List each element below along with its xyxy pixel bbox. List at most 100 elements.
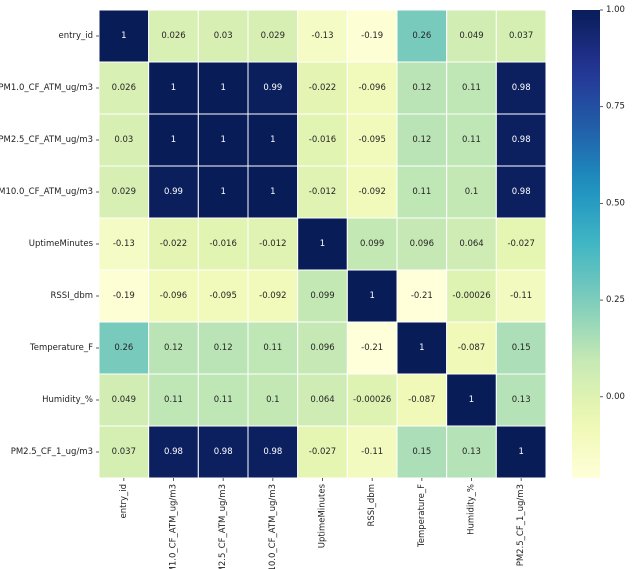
heatmap-cell-r5-c1: [148, 269, 199, 323]
cell-annotation-r8-c1: 0.98: [164, 447, 183, 457]
cell-annotation-r1-c8: 0.98: [512, 83, 531, 93]
heatmap-cell-r6-c0: [98, 321, 150, 375]
heatmap-cell-r4-c5: [346, 217, 398, 271]
heatmap-cell-r0-c7: [446, 9, 497, 63]
heatmap-cell-r2-c3: [247, 113, 299, 167]
heatmap-cell-r1-c6: [396, 61, 448, 115]
cell-annotation-r1-c0: 0.026: [112, 83, 136, 93]
heatmap-cell-r8-c1: [148, 425, 199, 479]
heatmap-cell-r5-c0: [98, 269, 150, 323]
x-tick-label-humidity: Humidity_%: [467, 484, 477, 535]
heatmap-cell-r2-c4: [297, 113, 348, 167]
cell-annotation-r3-c4: -0.012: [309, 187, 336, 197]
cell-annotation-r7-c3: 0.1: [266, 395, 280, 405]
heatmap-cell-r2-c0: [98, 113, 150, 167]
cell-annotation-r8-c7: 0.13: [462, 447, 481, 457]
cell-annotation-r6-c0: 0.26: [114, 343, 133, 353]
cell-annotation-r4-c0: -0.13: [113, 239, 135, 249]
cell-annotation-r8-c5: -0.11: [361, 447, 383, 457]
cell-annotation-r0-c5: -0.19: [361, 31, 383, 41]
cell-annotation-r4-c4: 1: [320, 239, 325, 249]
cell-annotation-r2-c6: 0.12: [412, 135, 431, 145]
heatmap-cell-r2-c1: [148, 113, 199, 167]
heatmap-cell-r4-c6: [396, 217, 448, 271]
colorbar-tick-label-3: 0.25: [606, 295, 625, 305]
cell-annotation-r6-c4: 0.096: [310, 343, 334, 353]
cell-annotation-r1-c4: -0.022: [309, 83, 336, 93]
colorbar: 1.00 0.75 0.50 0.25 0.00: [572, 5, 625, 478]
cell-annotation-r0-c7: 0.049: [459, 31, 483, 41]
heatmap-cell-r1-c7: [446, 61, 497, 115]
heatmap-cells: 1 0.026 0.03 0.029 -0.13 -0.19 0.26 0.049 0.037 0…: [98, 9, 547, 479]
heatmap-cell-r5-c3: [247, 269, 299, 323]
heatmap-cell-r7-c4: [297, 373, 348, 427]
heatmap-cell-r8-c2: [197, 425, 249, 479]
cell-annotation-r1-c5: -0.096: [358, 83, 385, 93]
heatmap-cell-r6-c1: [148, 321, 199, 375]
cell-annotation-r0-c0: 1: [121, 31, 126, 41]
heatmap-cell-r1-c8: [495, 61, 547, 115]
x-tick-label-pm2-5-cf-atm-ug-m3: PM2.5_CF_ATM_ug/m3: [218, 484, 228, 569]
y-tick-label-pm1-0-cf-atm-ug-m3: PM1.0_CF_ATM_ug/m3: [0, 83, 93, 93]
x-tick-label-rssi-dbm: RSSI_dbm: [367, 484, 377, 527]
cell-annotation-r4-c2: -0.016: [209, 239, 236, 249]
cell-annotation-r0-c1: 0.026: [161, 31, 185, 41]
heatmap-cell-r5-c7: [446, 269, 497, 323]
cell-annotation-r2-c4: -0.016: [309, 135, 336, 145]
cell-annotation-r5-c6: -0.21: [411, 291, 433, 301]
heatmap-cell-r4-c0: [98, 217, 150, 271]
heatmap-cell-r1-c0: [98, 61, 150, 115]
heatmap-cell-r8-c3: [247, 425, 299, 479]
heatmap-cell-r1-c2: [197, 61, 249, 115]
cell-annotation-r2-c3: 1: [270, 135, 275, 145]
cell-annotation-r5-c2: -0.095: [209, 291, 236, 301]
cell-annotation-r1-c6: 0.12: [412, 83, 431, 93]
heatmap-cell-r3-c0: [98, 165, 150, 219]
cell-annotation-r7-c5: -0.00026: [353, 395, 391, 405]
y-tick-label-entry-id: entry_id: [59, 31, 93, 41]
heatmap-cell-r8-c0: [98, 425, 150, 479]
cell-annotation-r5-c0: -0.19: [113, 291, 135, 301]
y-tick-label-pm2-5-cf-1-ug-m3: PM2.5_CF_1_ug/m3: [11, 447, 93, 457]
y-tick-labels: entry_id PM1.0_CF_ATM_ug/m3 PM2.5_CF_ATM_u…: [0, 31, 99, 457]
heatmap-cell-r4-c2: [197, 217, 249, 271]
y-tick-label-humidity: Humidity_%: [42, 395, 93, 405]
y-tick-label-pm2-5-cf-atm-ug-m3: PM2.5_CF_ATM_ug/m3: [0, 135, 93, 145]
cell-annotation-r6-c6: 1: [419, 343, 424, 353]
cell-annotation-r2-c0: 0.03: [114, 135, 133, 145]
heatmap-cell-r7-c5: [346, 373, 398, 427]
cell-annotation-r7-c8: 0.13: [512, 395, 531, 405]
cell-annotation-r1-c1: 1: [171, 83, 176, 93]
cell-annotation-r3-c1: 0.99: [164, 187, 183, 197]
y-tick-label-pm10-0-cf-atm-ug-m3: PM10.0_CF_ATM_ug/m3: [0, 187, 93, 197]
x-tick-label-pm2-5-cf-1-ug-m3: PM2.5_CF_1_ug/m3: [516, 484, 526, 566]
heatmap-cell-r7-c6: [396, 373, 448, 427]
cell-annotation-r4-c1: -0.022: [160, 239, 187, 249]
heatmap-cell-r0-c1: [148, 9, 199, 63]
cell-annotation-r4-c5: 0.099: [360, 239, 384, 249]
y-tick-label-temperature-f: Temperature_F: [29, 343, 93, 353]
heatmap-cell-r5-c4: [297, 269, 348, 323]
colorbar-tick-label-0: 1.00: [606, 5, 625, 15]
cell-annotation-r5-c1: -0.096: [160, 291, 187, 301]
cell-annotation-r8-c6: 0.15: [412, 447, 431, 457]
heatmap-cell-r8-c6: [396, 425, 448, 479]
cell-annotation-r3-c7: 0.1: [465, 187, 479, 197]
cell-annotation-r1-c2: 1: [220, 83, 225, 93]
cell-annotation-r5-c4: 0.099: [310, 291, 334, 301]
heatmap-cell-r3-c1: [148, 165, 199, 219]
cell-annotation-r3-c3: 1: [270, 187, 275, 197]
cell-annotation-r4-c7: 0.064: [459, 239, 483, 249]
cell-annotation-r2-c5: -0.095: [358, 135, 385, 145]
colorbar-tick-label-2: 0.50: [606, 198, 625, 208]
heatmap-cell-r2-c8: [495, 113, 547, 167]
cell-annotation-r1-c3: 0.99: [263, 83, 282, 93]
cell-annotation-r7-c4: 0.064: [310, 395, 334, 405]
cell-annotation-r0-c3: 0.029: [261, 31, 285, 41]
x-tick-label-temperature-f: Temperature_F: [417, 484, 427, 548]
cell-annotation-r7-c7: 1: [469, 395, 474, 405]
heatmap-cell-r8-c8: [495, 425, 547, 479]
cell-annotation-r2-c2: 1: [220, 135, 225, 145]
heatmap-cell-r7-c2: [197, 373, 249, 427]
heatmap-cell-r7-c8: [495, 373, 547, 427]
